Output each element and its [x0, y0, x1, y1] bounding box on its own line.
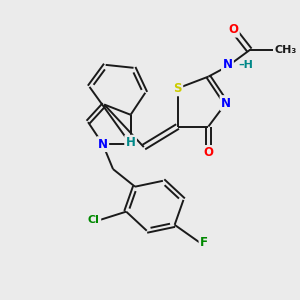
Text: O: O — [203, 146, 213, 159]
Text: S: S — [173, 82, 182, 95]
Text: CH₃: CH₃ — [274, 45, 297, 55]
Text: Cl: Cl — [88, 215, 100, 225]
Text: O: O — [228, 23, 238, 36]
Text: N: N — [223, 58, 232, 71]
Text: N: N — [98, 138, 108, 151]
Text: N: N — [221, 97, 231, 110]
Text: F: F — [200, 236, 208, 249]
Text: –H: –H — [238, 60, 253, 70]
Text: H: H — [126, 136, 136, 149]
